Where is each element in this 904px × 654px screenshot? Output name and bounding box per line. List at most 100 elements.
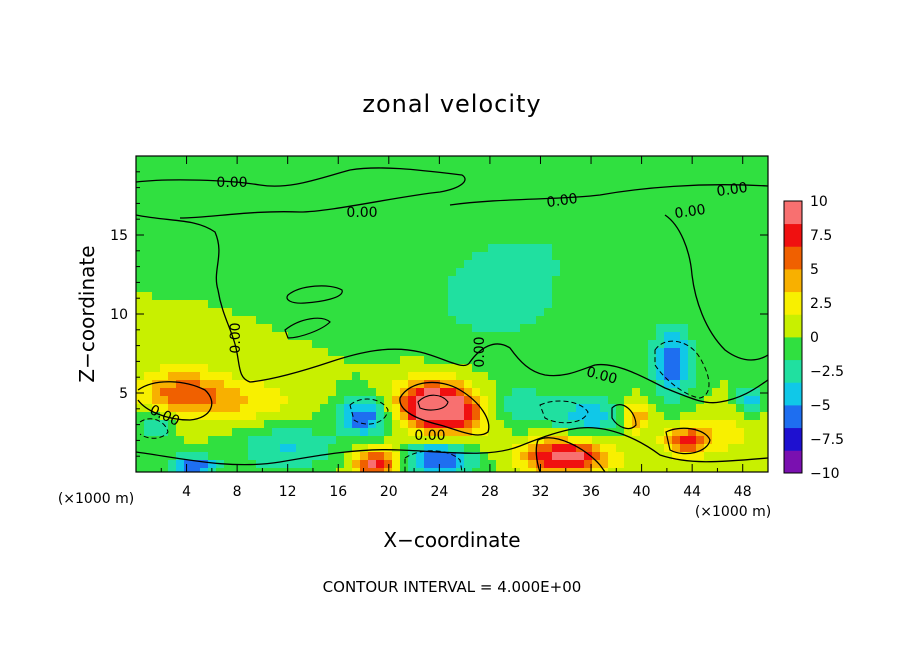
field-cell — [448, 372, 457, 381]
field-cell — [560, 228, 569, 237]
field-cell — [648, 188, 657, 197]
field-cell — [760, 380, 768, 389]
field-cell — [696, 188, 705, 197]
field-cell — [320, 260, 329, 269]
field-cell — [624, 268, 633, 277]
field-cell — [192, 356, 201, 365]
field-cell — [552, 348, 561, 357]
field-cell — [504, 292, 513, 301]
field-cell — [568, 316, 577, 325]
field-cell — [392, 196, 401, 205]
field-cell — [144, 460, 153, 469]
field-cell — [312, 204, 321, 213]
field-cell — [712, 436, 721, 445]
field-cell — [680, 220, 689, 229]
field-cell — [200, 236, 209, 245]
field-cell — [224, 164, 233, 173]
field-cell — [632, 172, 641, 181]
field-cell — [152, 156, 161, 165]
field-cell — [528, 460, 537, 469]
field-cell — [648, 252, 657, 261]
field-cell — [376, 460, 385, 469]
y-tick-label: 5 — [119, 386, 128, 402]
field-cell — [552, 436, 561, 445]
field-cell — [408, 252, 417, 261]
field-cell — [456, 412, 465, 421]
field-cell — [560, 172, 569, 181]
field-cell — [336, 196, 345, 205]
field-cell — [720, 228, 729, 237]
field-cell — [496, 460, 505, 469]
field-cell — [256, 444, 265, 453]
field-cell — [288, 420, 297, 429]
field-cell — [592, 220, 601, 229]
field-cell — [472, 364, 481, 373]
field-cell — [360, 260, 369, 269]
field-cell — [264, 276, 273, 285]
field-cell — [616, 228, 625, 237]
colorbar-tick-label: 0 — [810, 330, 819, 346]
field-cell — [456, 316, 465, 325]
field-cell — [264, 156, 273, 165]
field-cell — [192, 276, 201, 285]
field-cell — [664, 308, 673, 317]
field-cell — [232, 324, 241, 333]
field-cell — [184, 452, 193, 461]
field-cell — [472, 468, 481, 472]
field-cell — [736, 324, 745, 333]
field-cell — [664, 468, 673, 472]
field-cell — [224, 212, 233, 221]
field-cell — [688, 412, 697, 421]
field-cell — [304, 356, 313, 365]
field-cell — [720, 444, 729, 453]
field-cell — [608, 276, 617, 285]
field-cell — [440, 188, 449, 197]
field-cell — [240, 452, 249, 461]
field-cell — [216, 164, 225, 173]
field-cell — [624, 372, 633, 381]
field-cell — [680, 252, 689, 261]
field-cell — [504, 468, 513, 472]
field-cell — [752, 244, 761, 253]
field-cell — [520, 396, 529, 405]
field-cell — [392, 356, 401, 365]
field-cell — [480, 356, 489, 365]
field-cell — [512, 444, 521, 453]
field-cell — [584, 252, 593, 261]
field-cell — [264, 396, 273, 405]
field-cell — [648, 364, 657, 373]
field-cell — [328, 156, 337, 165]
field-cell — [296, 268, 305, 277]
field-cell — [696, 436, 705, 445]
field-cell — [536, 444, 545, 453]
field-cell — [232, 428, 241, 437]
field-cell — [392, 372, 401, 381]
field-cell — [336, 212, 345, 221]
field-cell — [296, 236, 305, 245]
field-cell — [352, 460, 361, 469]
field-cell — [304, 300, 313, 309]
field-cell — [480, 396, 489, 405]
field-cell — [184, 292, 193, 301]
field-cell — [424, 404, 433, 413]
field-cell — [392, 228, 401, 237]
field-cell — [688, 356, 697, 365]
field-cell — [248, 220, 257, 229]
field-cell — [520, 276, 529, 285]
field-cell — [704, 460, 713, 469]
field-cell — [464, 260, 473, 269]
field-cell — [664, 364, 673, 373]
field-cell — [760, 332, 768, 341]
field-cell — [536, 180, 545, 189]
field-cell — [248, 244, 257, 253]
field-cell — [352, 244, 361, 253]
field-cell — [208, 188, 217, 197]
field-cell — [328, 316, 337, 325]
field-cell — [280, 228, 289, 237]
field-cell — [656, 468, 665, 472]
field-cell — [160, 156, 169, 165]
field-cell — [272, 292, 281, 301]
field-cell — [296, 412, 305, 421]
field-cell — [576, 308, 585, 317]
field-cell — [512, 172, 521, 181]
